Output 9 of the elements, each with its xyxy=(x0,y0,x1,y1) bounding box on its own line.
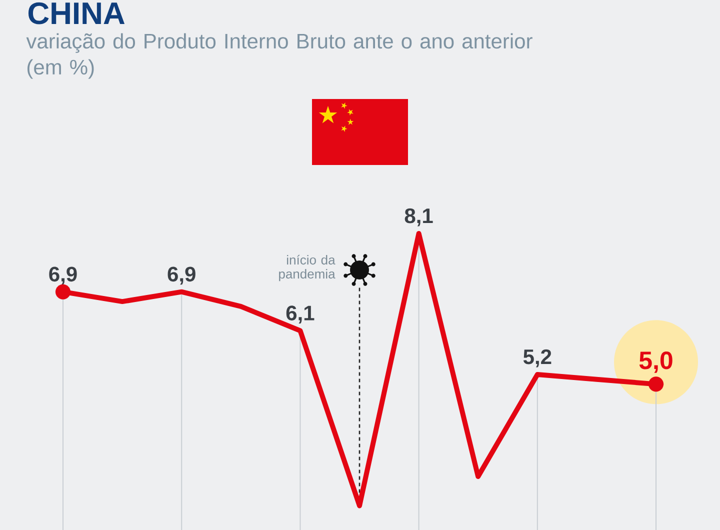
data-label: 8,1 xyxy=(404,208,433,226)
chart-title: CHINA xyxy=(28,2,125,24)
data-label: 6,9 xyxy=(168,266,196,285)
data-label: 6,9 xyxy=(49,266,77,285)
chart-subtitle: variação do Produto Interno Bruto ante o ano anterior (em %) xyxy=(26,33,532,79)
annotation: início da pandemia xyxy=(279,254,336,282)
data-label: 6,1 xyxy=(286,306,314,324)
data-label: 5,2 xyxy=(523,349,552,368)
data-label: 5,0 xyxy=(639,352,672,373)
